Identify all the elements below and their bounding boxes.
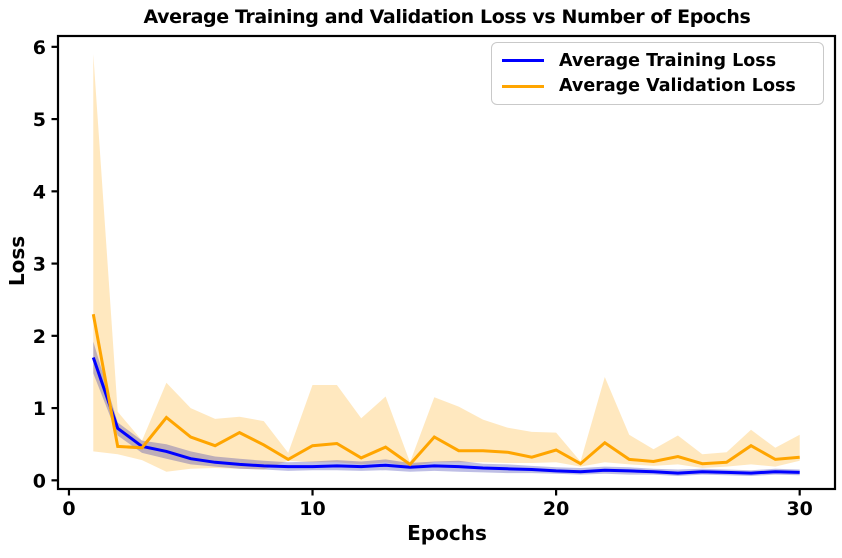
x-tick-label: 20	[543, 498, 569, 520]
validation-loss-band	[93, 54, 800, 472]
y-tick-label: 2	[33, 326, 46, 348]
training-line-swatch	[502, 59, 544, 63]
y-tick-label: 1	[33, 398, 46, 420]
x-tick-label: 30	[786, 498, 812, 520]
chart-title: Average Training and Validation Loss vs …	[143, 6, 751, 28]
y-tick-label: 3	[33, 254, 46, 276]
legend-label-training-loss: Average Training Loss	[559, 50, 777, 71]
y-tick-label: 5	[33, 109, 46, 131]
y-tick-label: 4	[33, 181, 46, 203]
validation-loss-line	[91, 313, 800, 467]
y-tick-label: 0	[33, 470, 46, 492]
y-tick-label: 6	[33, 37, 46, 59]
x-tick-label: 0	[62, 498, 75, 520]
training-loss-line	[91, 357, 800, 475]
validation-line-swatch	[502, 84, 544, 88]
x-tick-label: 10	[299, 498, 325, 520]
legend-item-validation-loss: Average Validation Loss	[502, 76, 813, 96]
legend: Average Training Loss Average Validation…	[491, 42, 824, 105]
x-axis-label: Epochs	[407, 521, 487, 545]
legend-label-validation-loss: Average Validation Loss	[559, 76, 796, 97]
legend-item-training-loss: Average Training Loss	[502, 51, 813, 71]
y-axis-label: Loss	[5, 235, 29, 287]
